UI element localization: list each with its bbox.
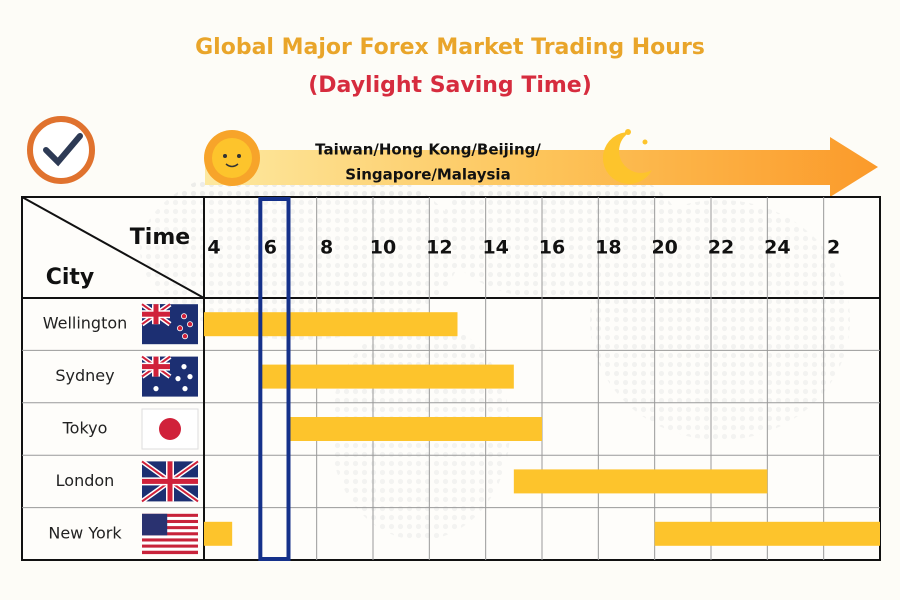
flag-part — [159, 418, 181, 440]
flag-part — [142, 364, 170, 370]
x-tick-label: 18 — [595, 237, 621, 259]
flag-part — [181, 364, 187, 370]
flag-part — [142, 529, 198, 533]
flag — [142, 513, 198, 555]
flag — [141, 408, 199, 450]
flag-part — [142, 535, 198, 539]
city-label: Sydney — [55, 366, 114, 385]
flag-part — [142, 513, 168, 536]
flag — [140, 302, 198, 345]
flag-part — [142, 516, 198, 521]
flag-part — [182, 333, 189, 340]
bar — [654, 521, 880, 546]
y-axis-label: City — [46, 265, 95, 290]
x-tick-label: 12 — [426, 237, 452, 259]
flag — [140, 354, 198, 397]
x-tick-label: 16 — [539, 237, 565, 259]
x-tick-label: 24 — [764, 237, 790, 259]
flag-part — [142, 519, 198, 524]
x-tick-label: 14 — [482, 237, 508, 259]
flag-part — [142, 478, 198, 484]
city-label: Wellington — [43, 314, 128, 333]
bar — [204, 521, 233, 546]
flag-part — [142, 526, 198, 530]
city-label: New York — [48, 523, 122, 542]
flag-part — [141, 408, 199, 450]
x-tick-label: 22 — [708, 237, 734, 259]
flag-part — [187, 374, 193, 380]
x-axis-label: Time — [130, 225, 190, 250]
bar — [513, 469, 768, 494]
x-tick-label: 6 — [264, 237, 277, 259]
banner-text: Singapore/Malaysia — [345, 166, 510, 184]
bar — [288, 417, 542, 441]
bar — [260, 364, 514, 389]
flag-part — [142, 547, 198, 552]
city-label: London — [56, 471, 115, 490]
moon-icon — [602, 129, 652, 184]
flag-part — [177, 325, 184, 332]
flag-part — [142, 532, 198, 536]
sun-icon — [204, 130, 260, 186]
chart-subtitle: (Daylight Saving Time) — [308, 73, 592, 98]
corner-diagonal — [21, 196, 205, 299]
x-tick-label: 10 — [370, 237, 396, 259]
flag-part — [153, 386, 159, 392]
time-arrow — [205, 137, 878, 197]
flag-part — [142, 550, 198, 555]
flag-part — [182, 386, 188, 392]
flag-part — [142, 311, 170, 317]
flag-part — [142, 544, 198, 548]
x-tick-label: 20 — [651, 237, 677, 259]
flag-part — [142, 541, 198, 545]
flag-part — [175, 376, 181, 382]
chart-title: Global Major Forex Market Trading Hours — [195, 35, 705, 60]
x-tick-label: 2 — [827, 237, 840, 259]
x-tick-label: 8 — [320, 237, 333, 259]
flag-part — [142, 538, 198, 542]
flag-part — [142, 523, 198, 527]
flag — [140, 459, 200, 504]
current-time-highlight — [258, 197, 291, 561]
bar — [204, 312, 458, 337]
clock-icon — [27, 116, 95, 184]
flag-part — [181, 313, 188, 320]
x-tick-label: 4 — [207, 237, 220, 259]
city-label: Tokyo — [62, 419, 108, 438]
flag-part — [142, 513, 198, 518]
flag-part — [187, 321, 194, 328]
banner-text: Taiwan/Hong Kong/Beijing/ — [315, 141, 541, 159]
